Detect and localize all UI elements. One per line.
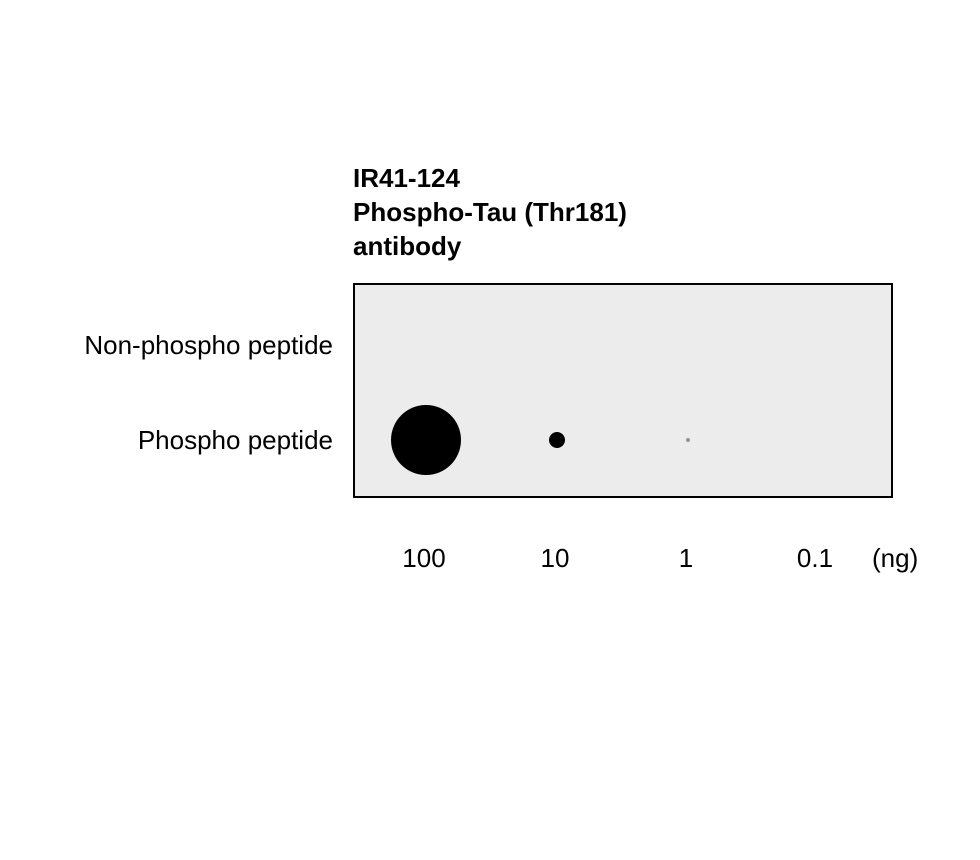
- column-label: 0.1: [797, 543, 833, 574]
- unit-label: (ng): [872, 543, 918, 574]
- column-label: 1: [679, 543, 693, 574]
- figure-title-line: Phospho-Tau (Thr181): [353, 196, 627, 230]
- blot-panel: [353, 283, 893, 498]
- figure-title: IR41-124Phospho-Tau (Thr181)antibody: [353, 162, 627, 263]
- column-label: 100: [402, 543, 445, 574]
- row-label: Phospho peptide: [43, 425, 333, 456]
- blot-dot: [686, 438, 690, 442]
- column-label: 10: [541, 543, 570, 574]
- figure-title-line: IR41-124: [353, 162, 627, 196]
- blot-dot: [549, 432, 565, 448]
- blot-dot: [391, 405, 461, 475]
- figure-title-line: antibody: [353, 230, 627, 264]
- row-label: Non-phospho peptide: [43, 330, 333, 361]
- figure-canvas: IR41-124Phospho-Tau (Thr181)antibody Non…: [0, 0, 980, 860]
